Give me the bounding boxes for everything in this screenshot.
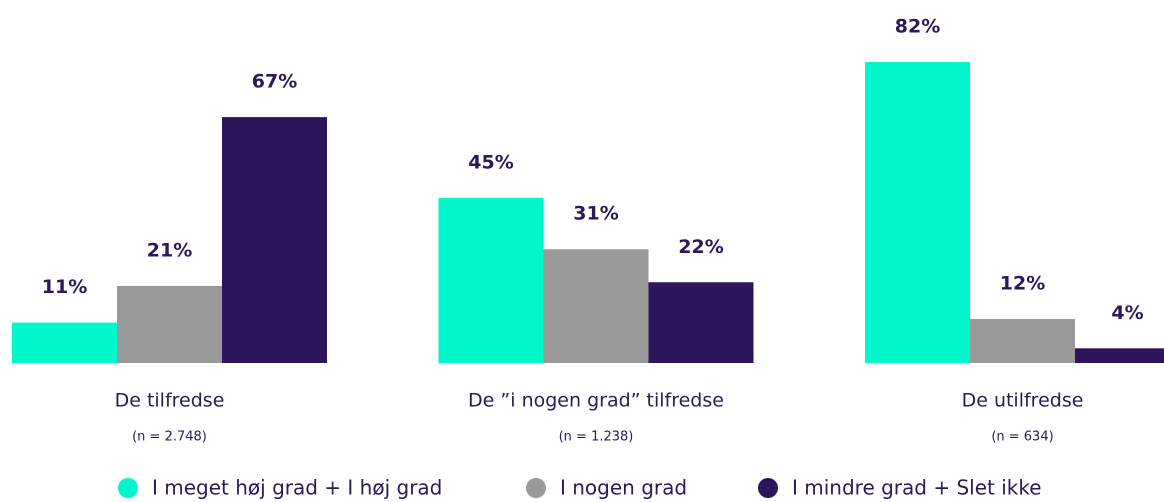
- value-label: 4%: [1111, 302, 1143, 324]
- bar: [117, 285, 222, 363]
- value-label: 67%: [252, 71, 297, 93]
- bar: [865, 62, 970, 364]
- category-note: (n = 1.238): [559, 430, 634, 445]
- legend-swatch: [758, 478, 778, 498]
- value-label: 82%: [895, 16, 940, 38]
- legend-label: I mindre grad + Slet ikke: [792, 476, 1042, 500]
- category-note: (n = 2.748): [132, 430, 207, 445]
- bar: [438, 197, 544, 363]
- value-label: 11%: [42, 276, 87, 298]
- value-label: 22%: [678, 236, 723, 258]
- legend-label: I meget høj grad + I høj grad: [152, 476, 442, 500]
- category-label: De utilfredse: [962, 390, 1084, 412]
- value-label: 12%: [1000, 272, 1045, 294]
- value-label: 21%: [147, 239, 192, 261]
- legend-swatch: [526, 478, 546, 498]
- bar: [1075, 348, 1164, 363]
- bar: [222, 117, 327, 363]
- category-label: De tilfredse: [115, 390, 225, 412]
- legend-label: I nogen grad: [560, 476, 687, 500]
- category-label: De ”i nogen grad” tilfredse: [468, 390, 724, 412]
- value-label: 45%: [468, 151, 513, 173]
- bar: [12, 322, 117, 363]
- value-label: 31%: [573, 203, 618, 225]
- legend-swatch: [118, 478, 138, 498]
- bar: [970, 318, 1075, 363]
- bar: [543, 249, 649, 363]
- category-note: (n = 634): [991, 430, 1053, 445]
- bar: [648, 282, 754, 363]
